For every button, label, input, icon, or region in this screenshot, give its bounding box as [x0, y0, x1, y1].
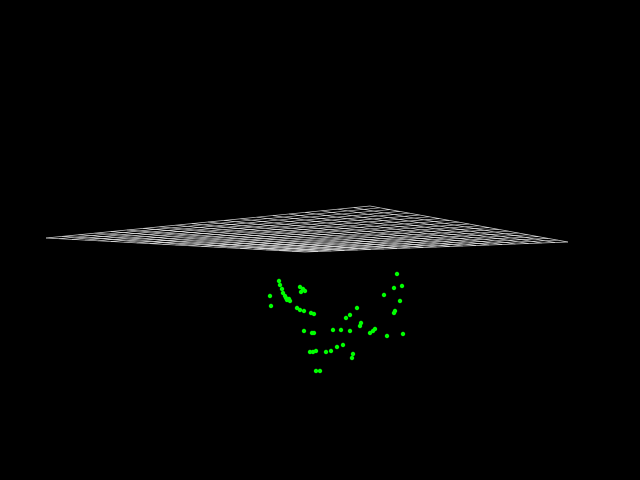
- point-cloud-point: [277, 282, 283, 288]
- point-cloud-point: [381, 292, 387, 298]
- point-cloud-point: [400, 331, 406, 337]
- point-cloud-point: [399, 283, 405, 289]
- grid-line-v: [240, 218, 463, 247]
- point-cloud-point: [358, 320, 364, 326]
- point-cloud-point: [343, 315, 349, 321]
- point-cloud-point: [311, 311, 317, 317]
- point-cloud-point: [301, 328, 307, 334]
- point-cloud-point: [301, 308, 307, 314]
- point-cloud-point: [334, 344, 340, 350]
- point-cloud-point: [372, 326, 378, 332]
- grid-line-v: [353, 207, 555, 243]
- point-cloud-point: [267, 293, 273, 299]
- point-cloud-point: [347, 328, 353, 334]
- ground-plane-grid: [45, 205, 569, 253]
- point-cloud-point: [349, 355, 355, 361]
- grid-line-u: [240, 232, 519, 249]
- point-cloud-point: [354, 305, 360, 311]
- point-cloud-point: [317, 368, 323, 374]
- grid-line-v: [272, 215, 490, 246]
- grid-line-u: [304, 241, 569, 253]
- point-cloud-point: [268, 303, 274, 309]
- grid-line-u: [214, 229, 499, 248]
- point-cloud-point: [330, 327, 336, 333]
- point-cloud-point: [298, 289, 304, 295]
- point-cloud-point: [394, 271, 400, 277]
- point-cloud-point: [328, 348, 334, 354]
- grid-line-u: [188, 225, 479, 247]
- point-cloud-point: [313, 368, 319, 374]
- grid-line-v: [288, 213, 503, 245]
- grid-line-u: [266, 236, 539, 251]
- point-cloud-point: [391, 285, 397, 291]
- grid-line-u: [279, 238, 549, 251]
- point-cloud-point: [338, 327, 344, 333]
- grid-line-u: [253, 234, 529, 250]
- point-cloud-point: [276, 278, 282, 284]
- grid-line-u: [292, 239, 559, 252]
- point-cloud-point: [313, 348, 319, 354]
- point-cloud-point: [340, 342, 346, 348]
- grid-line-v: [207, 221, 437, 248]
- point-cloud: [267, 271, 406, 374]
- point-cloud-point: [323, 349, 329, 355]
- point-cloud-point: [350, 351, 356, 357]
- point-cloud-point: [397, 298, 403, 304]
- grid-line-v: [224, 220, 450, 247]
- grid-line-v: [321, 210, 529, 244]
- point-cloud-point: [384, 333, 390, 339]
- point-cloud-point: [302, 288, 308, 294]
- point-cloud-point: [283, 295, 289, 301]
- point-cloud-point: [297, 307, 303, 313]
- grid-line-v: [256, 216, 476, 246]
- point-cloud-point: [347, 312, 353, 318]
- grid-line-u: [201, 227, 489, 247]
- point-cloud-point: [287, 298, 293, 304]
- grid-line-v: [369, 205, 569, 243]
- point-cloud-point: [311, 330, 317, 336]
- point-cloud-point: [392, 308, 398, 314]
- grid-line-v: [305, 212, 516, 245]
- point-cloud-point: [279, 286, 285, 292]
- grid-line-v: [337, 208, 542, 244]
- grid-line-u: [227, 230, 509, 249]
